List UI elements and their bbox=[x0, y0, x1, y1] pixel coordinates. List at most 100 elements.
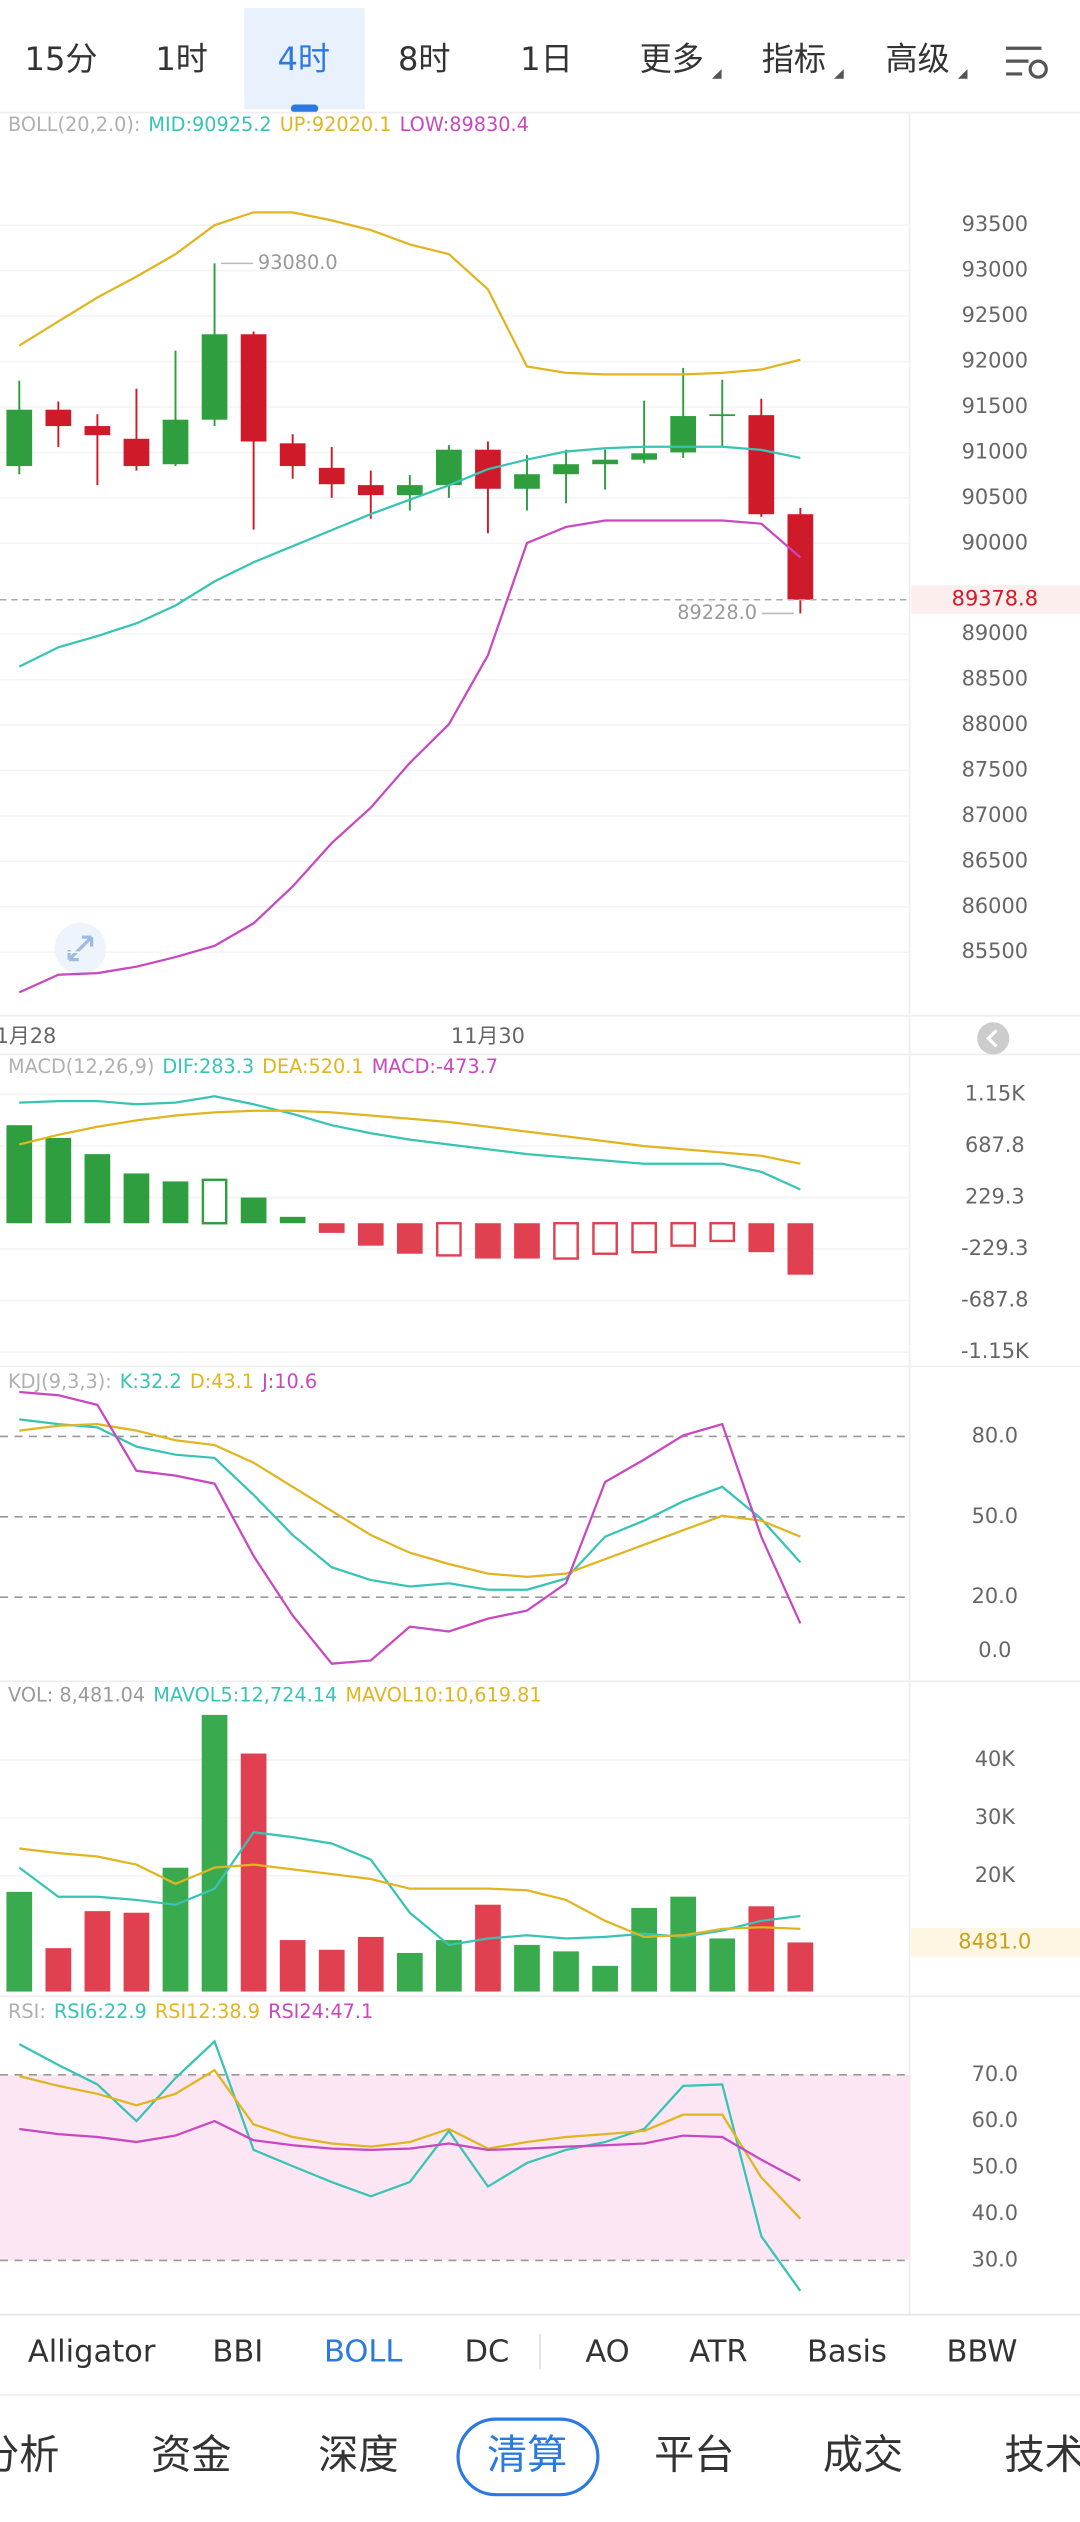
legend-text: DEA:520.1 bbox=[262, 1055, 363, 1078]
y-tick-label: 30.0 bbox=[972, 2247, 1018, 2271]
macd-bar bbox=[396, 1223, 423, 1254]
indicator-tab[interactable]: BBW bbox=[946, 2335, 1017, 2370]
expand-icon[interactable] bbox=[54, 922, 107, 975]
x-tick-label: 11月30 bbox=[451, 1024, 525, 1048]
collapse-icon[interactable] bbox=[977, 1022, 1010, 1055]
y-tick-label: 50.0 bbox=[972, 1504, 1018, 1528]
indicator-tab[interactable]: DC bbox=[465, 2335, 510, 2370]
candle-body bbox=[240, 334, 267, 442]
legend-text: J:10.6 bbox=[261, 1370, 317, 1393]
y-tick-label: 87500 bbox=[962, 757, 1028, 781]
volume-bar bbox=[396, 1952, 423, 1992]
legend-text: MID:90925.2 bbox=[148, 113, 271, 136]
y-tick-label: 60.0 bbox=[972, 2108, 1018, 2132]
volume-bar bbox=[436, 1940, 462, 1992]
macd-bar bbox=[514, 1223, 540, 1259]
selected-nav-outline bbox=[456, 2417, 600, 2497]
nav-tab[interactable]: 资金 bbox=[151, 2433, 231, 2479]
y-tick-label: -687.8 bbox=[961, 1287, 1028, 1311]
macd-bar bbox=[631, 1222, 657, 1254]
candle-body bbox=[84, 426, 111, 436]
y-tick-label: 89000 bbox=[962, 621, 1028, 645]
macd-bar bbox=[123, 1173, 150, 1224]
last-price-label: 89378.8 bbox=[952, 587, 1038, 611]
indicator-line bbox=[19, 1847, 801, 1939]
timeframe-tab[interactable]: 更多 bbox=[640, 40, 704, 78]
timeframe-tab[interactable]: 高级 bbox=[886, 40, 950, 78]
volume-bar bbox=[240, 1753, 267, 1992]
y-tick-label: 40.0 bbox=[972, 2201, 1018, 2225]
legend-text: VOL: 8,481.04 bbox=[8, 1683, 145, 1706]
candle-body bbox=[162, 419, 189, 465]
nav-tab[interactable]: 成交 bbox=[823, 2433, 903, 2479]
candle-body bbox=[396, 485, 423, 496]
volume-bar bbox=[592, 1965, 618, 1992]
y-tick-label: 86000 bbox=[962, 894, 1028, 918]
nav-tab[interactable]: 技术 bbox=[1004, 2433, 1080, 2479]
nav-tab[interactable]: 清算 bbox=[487, 2433, 567, 2479]
indicator-tab[interactable]: Basis bbox=[807, 2335, 887, 2370]
volume-bar bbox=[162, 1867, 189, 1992]
candle-body bbox=[123, 438, 150, 467]
legend-text: RSI: bbox=[8, 2000, 46, 2023]
indicator-tab[interactable]: AO bbox=[585, 2335, 629, 2370]
volume-bar bbox=[6, 1891, 33, 1992]
legend-text: LOW:89830.4 bbox=[400, 113, 529, 136]
volume-bar bbox=[84, 1911, 111, 1992]
indicator-line bbox=[19, 1095, 801, 1191]
chart-layer: 15分 1时 4时 8时 1日 更多 指标 高级 Alligator BBI BOLL DC AO ATR… bbox=[0, 40, 1080, 2479]
macd-bar bbox=[592, 1222, 618, 1255]
legend-text: MACD:-473.7 bbox=[372, 1055, 498, 1078]
y-tick-label: 229.3 bbox=[965, 1185, 1025, 1209]
legend-text: BOLL(20,2.0): bbox=[8, 113, 140, 136]
y-tick-label: 93000 bbox=[962, 258, 1028, 282]
y-tick-label: 92500 bbox=[962, 303, 1028, 327]
legend-text: MAVOL10:10,619.81 bbox=[345, 1683, 541, 1706]
macd-bar bbox=[201, 1178, 228, 1225]
legend-text: MAVOL5:12,724.14 bbox=[153, 1683, 337, 1706]
nav-tab[interactable]: 分析 bbox=[0, 2433, 59, 2479]
indicator-line bbox=[19, 1418, 802, 1591]
legend-text: D:43.1 bbox=[190, 1370, 254, 1393]
legend-text: RSI24:47.1 bbox=[268, 2000, 373, 2023]
legend-text: K:32.2 bbox=[120, 1370, 182, 1393]
indicator-line bbox=[19, 2119, 801, 2182]
y-tick-label: 85500 bbox=[962, 939, 1028, 963]
indicator-tab[interactable]: BOLL bbox=[324, 2335, 402, 2370]
timeframe-tab[interactable]: 1日 bbox=[520, 40, 573, 78]
timeframe-tab[interactable]: 8时 bbox=[398, 40, 451, 78]
legend-text: MACD(12,26,9) bbox=[8, 1055, 154, 1078]
timeframe-tab[interactable]: 15分 bbox=[25, 40, 98, 78]
candle-body bbox=[279, 443, 306, 467]
last-volume-label: 8481.0 bbox=[958, 1929, 1031, 1953]
candle-body bbox=[436, 449, 462, 486]
macd-bar bbox=[84, 1154, 111, 1224]
macd-bar bbox=[6, 1125, 33, 1224]
settings-icon[interactable] bbox=[1006, 46, 1048, 79]
legend-text: RSI6:22.9 bbox=[54, 2000, 147, 2023]
candle-body bbox=[709, 414, 736, 417]
volume-bar bbox=[631, 1907, 657, 1992]
timeframe-tab[interactable]: 指标 bbox=[762, 40, 826, 78]
indicator-tab[interactable]: ATR bbox=[689, 2335, 747, 2370]
nav-tab[interactable]: 平台 bbox=[654, 2433, 734, 2479]
legend-text: UP:92020.1 bbox=[280, 113, 392, 136]
timeframe-tab[interactable]: 1时 bbox=[155, 40, 208, 78]
indicator-tab[interactable]: Alligator bbox=[28, 2335, 156, 2370]
y-tick-label: 88000 bbox=[962, 712, 1028, 736]
indicator-tab[interactable]: BBI bbox=[212, 2335, 263, 2370]
macd-bar bbox=[553, 1222, 579, 1260]
selected-tab-indicator bbox=[290, 104, 319, 113]
legend-text: RSI12:38.9 bbox=[155, 2000, 260, 2023]
indicator-line bbox=[19, 1109, 801, 1165]
volume-bar bbox=[514, 1944, 540, 1992]
timeframe-tab[interactable]: 4时 bbox=[277, 40, 330, 78]
volume-bar bbox=[709, 1938, 736, 1992]
y-tick-label: 92000 bbox=[962, 349, 1028, 373]
indicator-line bbox=[18, 519, 802, 994]
rsi-band bbox=[0, 2074, 910, 2261]
nav-tab[interactable]: 深度 bbox=[318, 2433, 398, 2479]
indicator-line bbox=[18, 211, 801, 376]
